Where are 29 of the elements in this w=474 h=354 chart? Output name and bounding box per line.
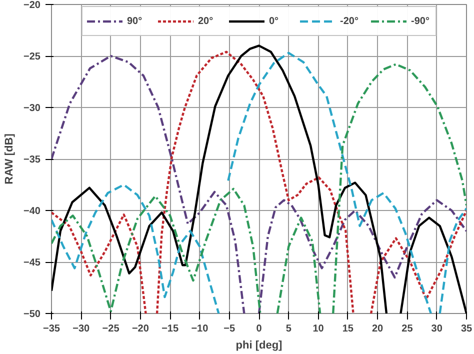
x-axis-title: phi [deg] xyxy=(236,340,283,352)
y-tick-label: −40 xyxy=(24,206,41,217)
y-tick-label: −25 xyxy=(24,52,41,62)
x-tick-label: −35 xyxy=(43,324,60,334)
x-tick-label: 5 xyxy=(286,324,292,334)
x-tick-label: 35 xyxy=(460,324,472,334)
y-tick-label: −50 xyxy=(24,309,41,320)
x-tick-label: −10 xyxy=(191,324,209,334)
legend-label: 90° xyxy=(127,16,144,26)
x-tick-label: −20 xyxy=(132,324,150,334)
y-tick-label: −45 xyxy=(24,258,41,268)
legend-label: 20° xyxy=(198,16,214,26)
x-tick-label: 20 xyxy=(372,324,384,334)
legend-label: -20° xyxy=(340,16,360,26)
y-tick-label: −20 xyxy=(24,0,41,11)
x-tick-label: 10 xyxy=(312,324,324,334)
x-tick-label: −25 xyxy=(102,324,120,334)
x-tick-label: −5 xyxy=(224,324,236,334)
y-tick-label: −30 xyxy=(24,103,41,114)
x-tick-label: 0 xyxy=(256,324,262,334)
y-tick-label: −35 xyxy=(24,154,41,166)
x-tick-label: −15 xyxy=(162,324,179,334)
x-tick-label: 30 xyxy=(431,324,443,334)
legend-label: 0° xyxy=(269,16,280,26)
x-tick-label: 25 xyxy=(402,324,414,334)
x-tick-label: −30 xyxy=(72,324,90,334)
x-tick-label: 15 xyxy=(342,324,354,334)
legend-label: -90° xyxy=(411,16,430,26)
y-axis-title: RAW [dB] xyxy=(4,133,16,184)
